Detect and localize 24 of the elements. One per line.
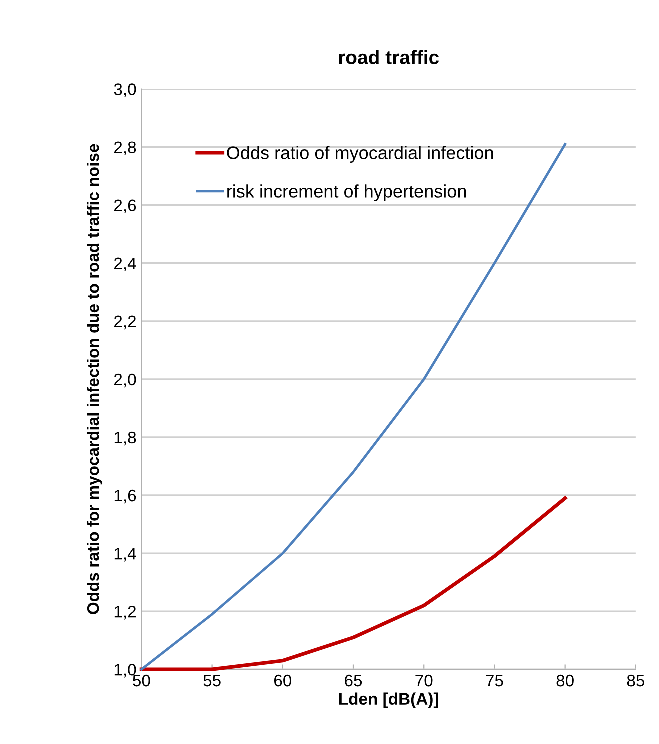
x-tick-label: 75: [486, 675, 504, 687]
x-tick-label: 80: [556, 674, 574, 687]
y-tick-label: 1,2: [114, 606, 136, 620]
y-tick-label: 1,8: [114, 432, 136, 446]
y-tick-label: 2,4: [114, 258, 136, 272]
legend-label: Odds ratio of myocardial infection: [227, 146, 494, 163]
x-tick-label: 60: [274, 674, 292, 687]
y-tick-label: 2,2: [114, 316, 136, 330]
y-tick-label: 2,0: [114, 374, 136, 388]
x-axis-title: Lden [dB(A)]: [339, 692, 438, 708]
y-tick-label: 3,0: [114, 84, 136, 98]
x-tick-label: 65: [345, 674, 362, 687]
chart-title: road traffic: [339, 50, 440, 64]
y-tick-label: 2,8: [114, 142, 136, 156]
line-series: [140, 496, 568, 672]
y-tick-label: 2,6: [114, 200, 136, 214]
y-tick-label: 1,4: [114, 548, 136, 562]
legend-label: risk increment of hypertension: [228, 184, 466, 202]
y-tick-label: 1,6: [114, 490, 136, 504]
x-tick-label: 70: [416, 674, 433, 687]
x-tick-label: 85: [627, 674, 645, 687]
x-tick-label: 55: [204, 675, 221, 687]
line-series: [140, 143, 567, 671]
y-axis-title: Odds ratio for myocardial infection due to road traffic noise: [87, 144, 103, 614]
